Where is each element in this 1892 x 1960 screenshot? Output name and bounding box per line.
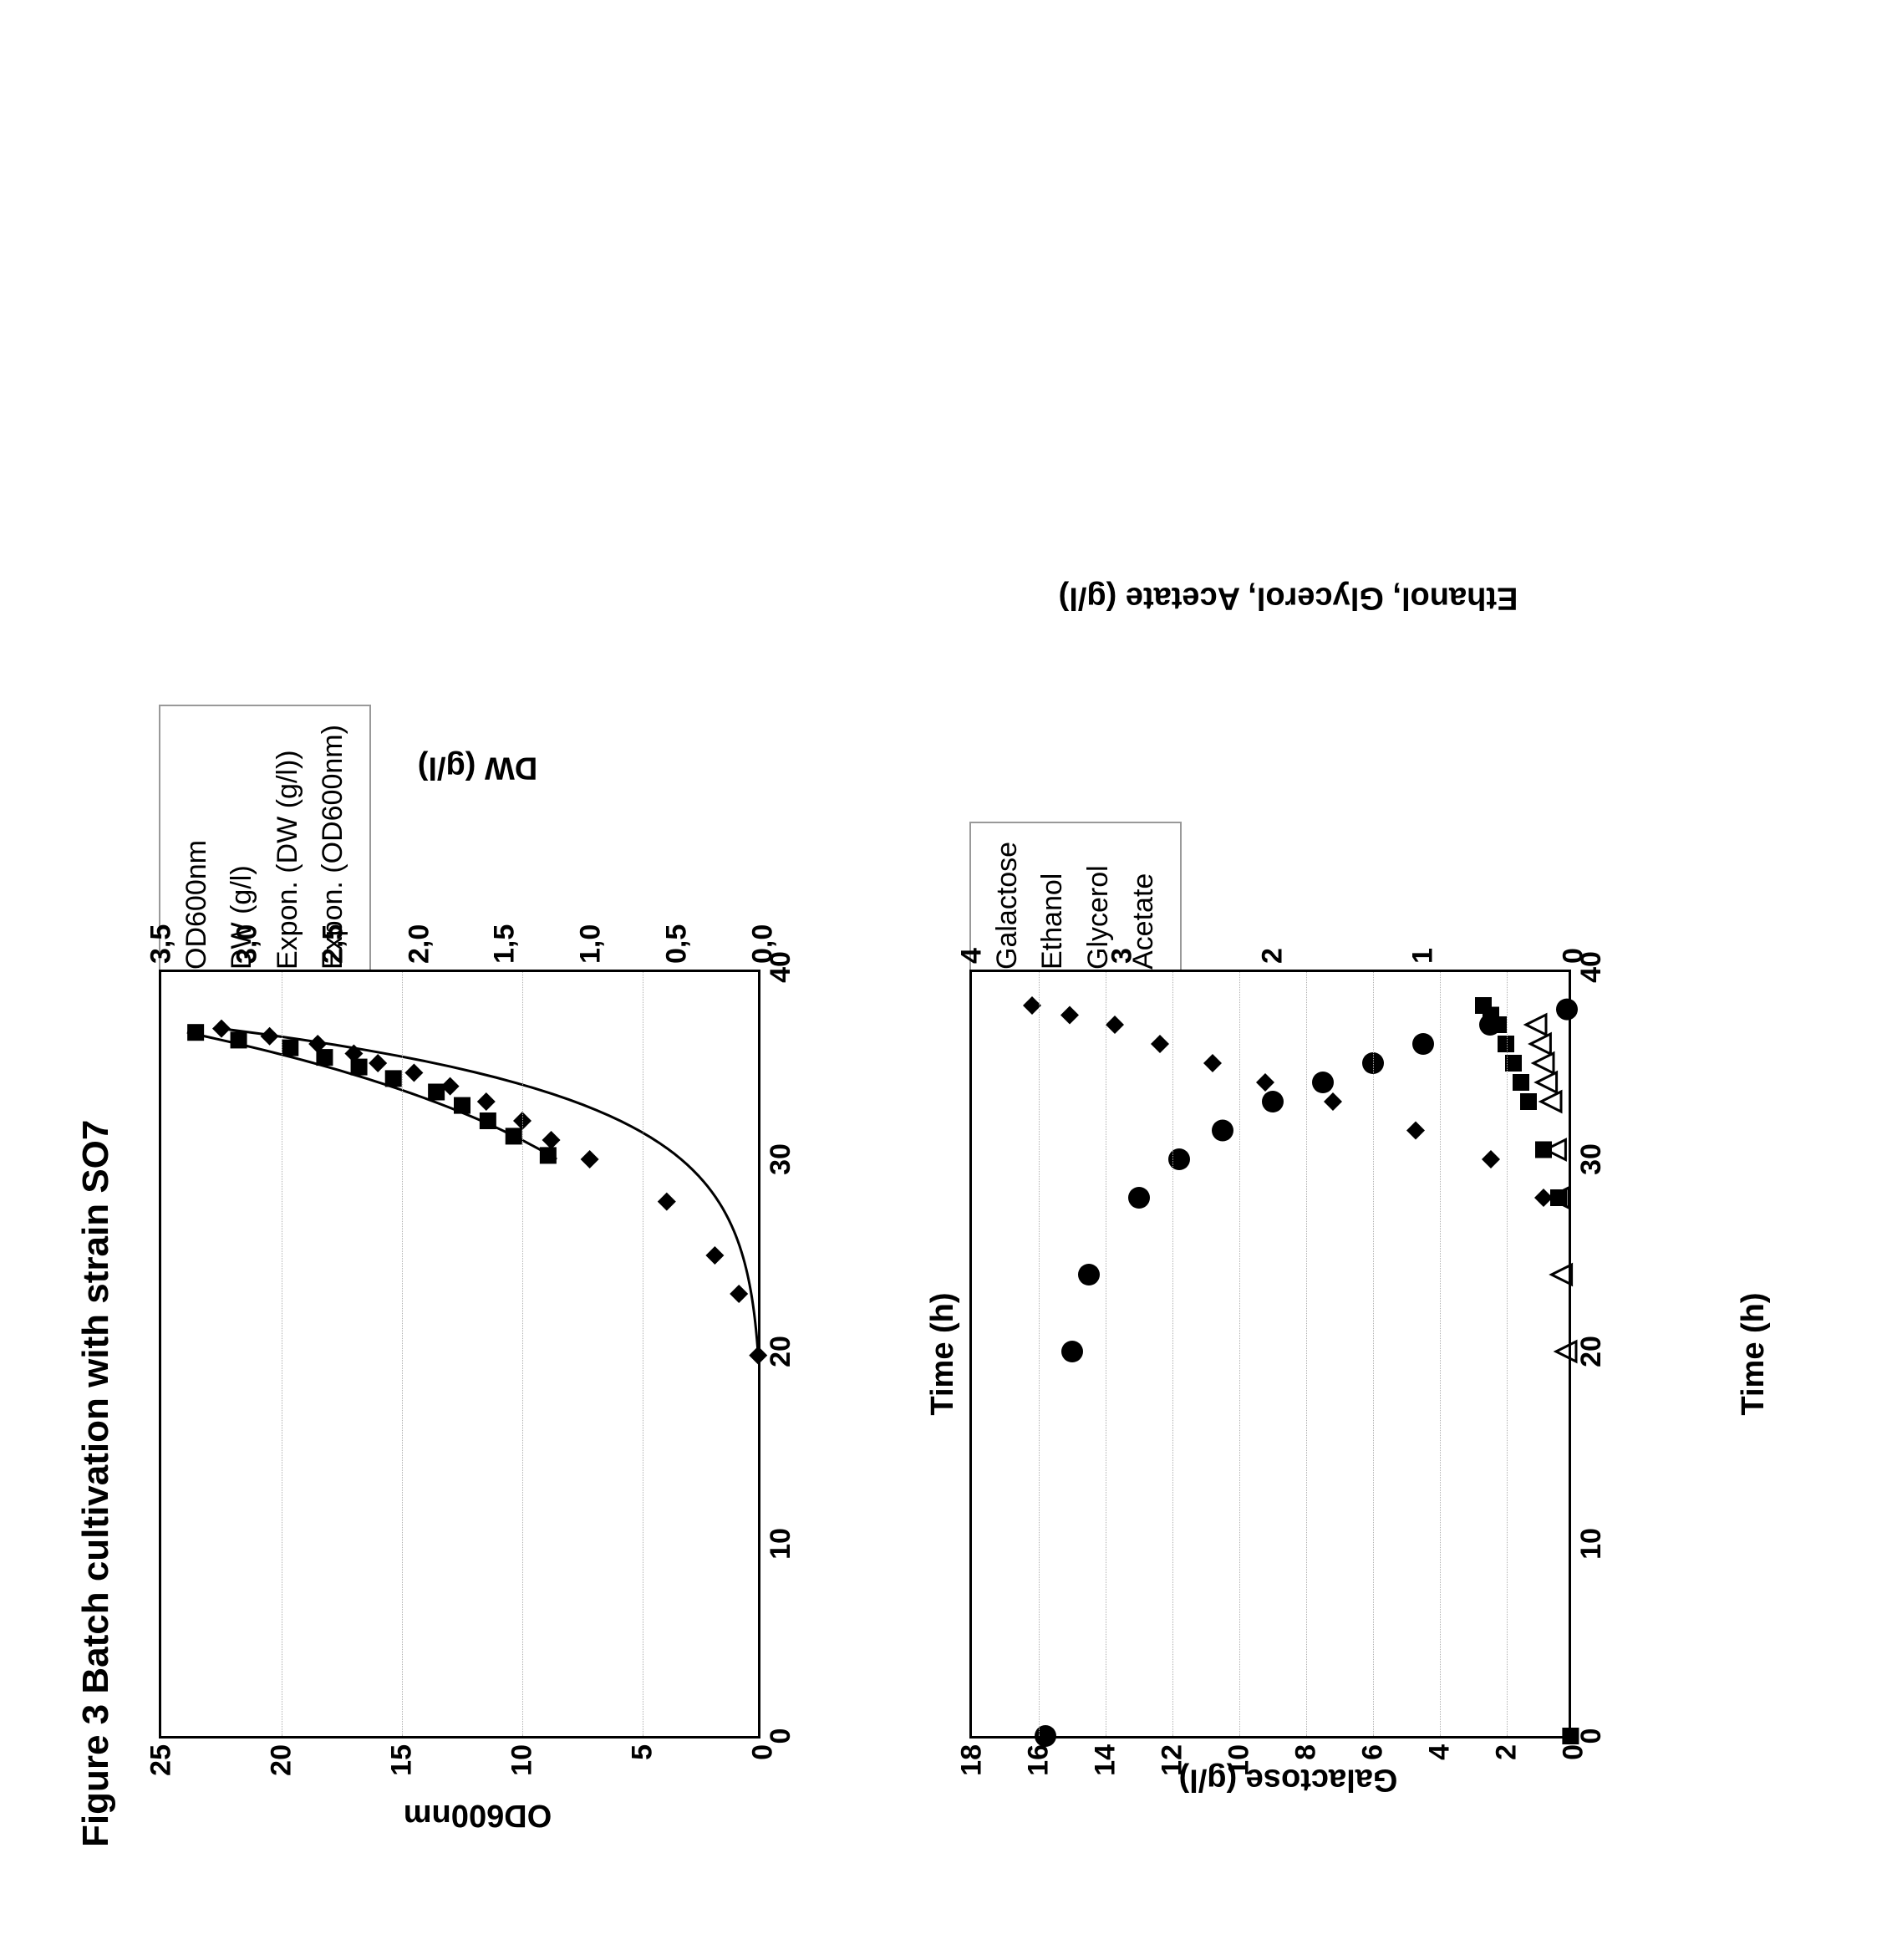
- y1-axis-label-2: Galactose (g/l): [1179, 1762, 1398, 1798]
- y2-axis-label-2: Ethanol, Glycerol, Acetate (g/l): [1059, 580, 1518, 616]
- legend-label: Galactose: [984, 842, 1030, 970]
- legend-label: Expon. (DW (g/l)): [265, 750, 310, 970]
- chart-metabolites: 01020304002468101214161801234 Galactose …: [969, 1078, 1680, 1847]
- legend-label: Ethanol: [1030, 873, 1075, 970]
- figure-title: Figure 3 Batch cultivation with strain S…: [75, 8, 117, 1847]
- panel-2-row: 01020304002468101214161801234 Galactose …: [969, 8, 1680, 1847]
- x-axis-label: Time (h): [925, 1292, 961, 1415]
- y2-axis-label: DW (g/l): [418, 750, 538, 786]
- x-axis-label-2: Time (h): [1736, 1292, 1772, 1415]
- panel-1-row: 01020304005101520250,00,51,01,52,02,53,0…: [159, 8, 869, 1847]
- legend-label: OD600nm: [174, 840, 219, 970]
- chart-growth: 01020304005101520250,00,51,01,52,02,53,0…: [159, 1078, 869, 1847]
- y1-axis-label: OD600nm: [404, 1797, 552, 1833]
